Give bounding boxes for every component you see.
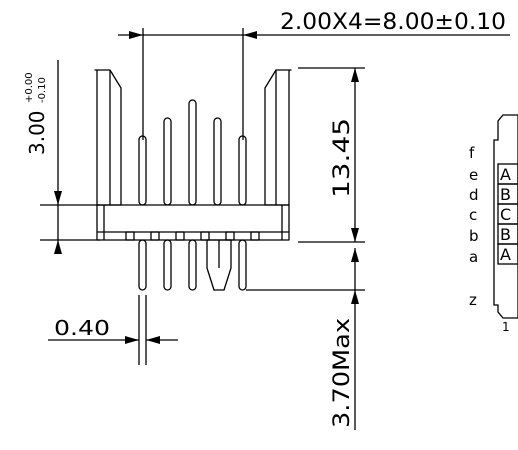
cell-letter-a: A [500,245,511,264]
pins-lower [138,239,247,291]
pin-one-marker: 1 [502,320,510,334]
pin-height-text: 13.45 [330,118,355,198]
tail-length-arrow-top [351,290,359,304]
body-height-value: 3.00 [25,110,49,155]
pin-height-arrow-bottom [351,228,359,242]
body-height-arrow-top [54,191,62,205]
row-letter-a: a [469,248,478,266]
body-height-tol-upper: +0.00 [24,72,35,103]
tail-length-arrow-bottom [351,248,359,262]
pin-2 [163,117,172,206]
tail-length-text: 3.70Max [330,318,355,428]
pitch-arrow-right [243,31,257,39]
standoffs [125,231,260,241]
tail-length-dimension [246,248,365,430]
cell-letter-e: A [500,165,511,184]
body-height-tol-lower: -0.10 [37,77,48,103]
row-letter-c: c [469,206,477,224]
pitch-arrow-left [129,31,143,39]
body-height-arrow-bottom [54,240,62,254]
body-height-dimension [40,60,100,254]
cell-letter-c: C [500,205,511,224]
pin-5 [238,135,247,206]
right-wall [264,69,292,206]
row-letter-f: f [469,144,475,162]
cell-letter-d: B [500,185,511,204]
pin-width-arrow-left [125,336,139,344]
pin-row-diagram: f e d c b a z A B C B A 1 [469,114,518,334]
pin-width-dimension [48,295,178,365]
keying-peg [206,239,232,291]
row-letter-b: b [469,227,479,245]
body-height-label: 3.00 +0.00 -0.10 [24,72,49,155]
pin-row-cells [497,163,518,265]
pin-height-arrow-top [351,68,359,82]
pin-3 [188,99,197,206]
pin-4 [213,117,222,206]
pin-width-arrow-right [146,336,160,344]
pin-row-outline [493,114,518,319]
connector-front-view [94,69,292,291]
pin-width-text: 0.40 [54,316,110,340]
row-letter-e: e [469,166,478,184]
pin-height-dimension [298,67,365,243]
row-letter-z: z [469,291,477,309]
left-wall [94,69,122,206]
pins-upper [138,99,247,206]
cell-letter-b: B [500,225,511,244]
pitch-dimension-text: 2.00X4=8.00±0.10 [280,10,506,35]
pin-1 [138,135,147,206]
pitch-dimension [118,28,510,140]
row-letter-d: d [469,186,479,204]
